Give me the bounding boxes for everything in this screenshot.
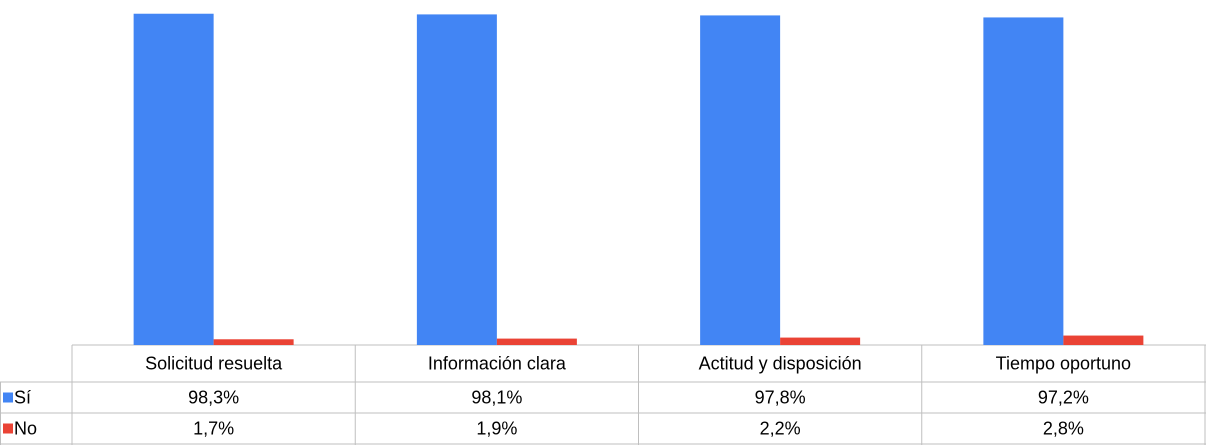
- bar: [416, 14, 497, 345]
- legend-label: Sí: [14, 387, 31, 407]
- value-label: 97,2%: [1038, 387, 1089, 407]
- value-label: 2,2%: [760, 418, 801, 438]
- value-label: 98,3%: [188, 387, 239, 407]
- category-label: Información clara: [428, 353, 567, 373]
- legend-label: No: [14, 418, 37, 438]
- value-label: 97,8%: [755, 387, 806, 407]
- legend-key: [3, 423, 13, 434]
- bar: [133, 13, 214, 345]
- bar: [780, 337, 861, 345]
- value-label: 2,8%: [1043, 418, 1084, 438]
- legend-key: [3, 392, 13, 403]
- bar: [700, 15, 781, 345]
- category-label: Actitud y disposición: [699, 353, 862, 373]
- bar: [213, 339, 294, 345]
- category-label: Solicitud resuelta: [145, 353, 283, 373]
- value-label: 98,1%: [471, 387, 522, 407]
- value-label: 1,9%: [476, 418, 517, 438]
- category-label: Tiempo oportuno: [996, 353, 1131, 373]
- bar: [496, 338, 577, 345]
- bar: [1063, 335, 1144, 345]
- value-label: 1,7%: [193, 418, 234, 438]
- bar: [983, 17, 1064, 345]
